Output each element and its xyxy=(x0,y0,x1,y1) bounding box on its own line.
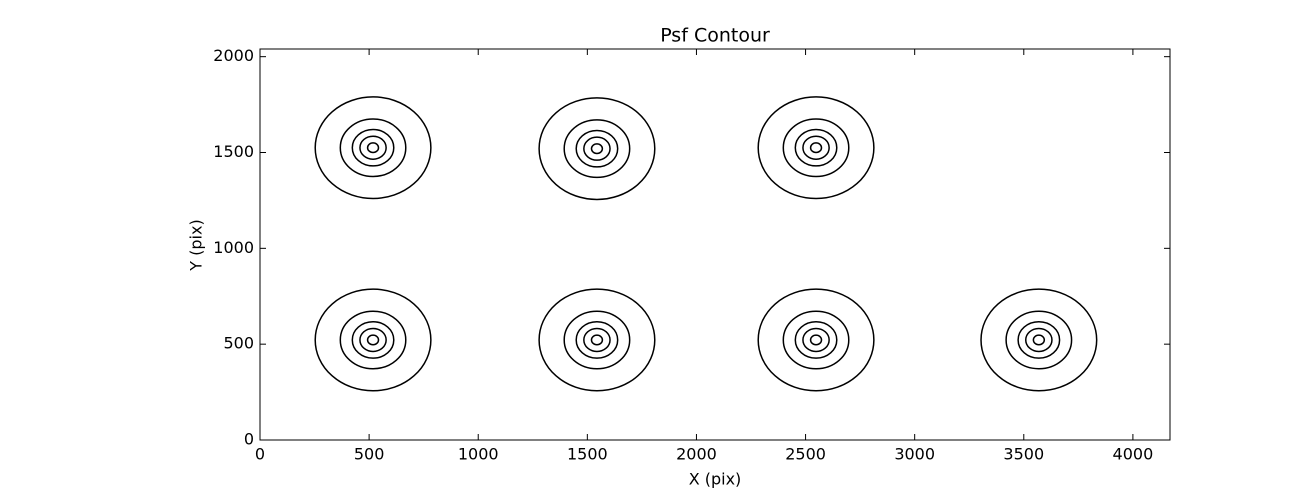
contour-line xyxy=(1025,327,1053,353)
contour-line xyxy=(339,118,407,178)
contour-line xyxy=(757,96,875,200)
x-tick-label: 2000 xyxy=(676,445,717,464)
contour-line xyxy=(590,143,604,155)
contour-line xyxy=(809,142,823,154)
contour-line xyxy=(802,327,830,353)
contour-line xyxy=(339,310,407,370)
x-tick-label: 500 xyxy=(354,445,385,464)
x-axis-label: X (pix) xyxy=(689,470,742,489)
contour-line xyxy=(563,310,631,370)
contour-line xyxy=(351,128,395,167)
y-tick-label: 0 xyxy=(244,430,254,449)
contour-line xyxy=(583,136,611,161)
y-tick-label: 1000 xyxy=(213,238,254,257)
x-tick-label: 0 xyxy=(255,445,265,464)
contour-line xyxy=(794,320,838,359)
contour-line xyxy=(575,320,619,359)
chart-title: Psf Contour xyxy=(660,25,770,47)
contour-line xyxy=(538,97,656,201)
x-tick-label: 2500 xyxy=(785,445,826,464)
x-tick-label: 3000 xyxy=(894,445,935,464)
contour-line xyxy=(563,119,631,179)
contour-line xyxy=(1017,320,1061,359)
contour-line xyxy=(1032,334,1046,346)
contour-line xyxy=(366,334,380,346)
contour-line xyxy=(359,327,387,353)
contour-line xyxy=(1005,310,1073,370)
contour-line xyxy=(351,320,395,359)
x-tick-label: 3500 xyxy=(1003,445,1044,464)
contour-line xyxy=(782,310,850,370)
contour-line xyxy=(802,135,830,160)
y-tick-label: 1500 xyxy=(213,142,254,161)
contour-line xyxy=(366,142,380,154)
contour-line xyxy=(782,118,850,178)
y-tick-label: 500 xyxy=(223,334,254,353)
plot-frame xyxy=(259,48,1171,441)
contour-line xyxy=(314,288,432,392)
y-axis-label: Y (pix) xyxy=(187,219,206,271)
contour-line xyxy=(538,288,656,392)
contour-line xyxy=(583,327,611,353)
contour-line xyxy=(359,135,387,160)
x-tick-label: 1000 xyxy=(458,445,499,464)
contour-line xyxy=(757,288,875,392)
x-tick-label: 4000 xyxy=(1113,445,1154,464)
contour-line xyxy=(809,334,823,346)
contour-line xyxy=(590,334,604,346)
contour-line xyxy=(314,96,432,200)
y-tick-label: 2000 xyxy=(213,46,254,65)
contour-line xyxy=(794,128,838,167)
contour-line xyxy=(980,288,1098,392)
contour-line xyxy=(575,129,619,168)
x-tick-label: 1500 xyxy=(567,445,608,464)
